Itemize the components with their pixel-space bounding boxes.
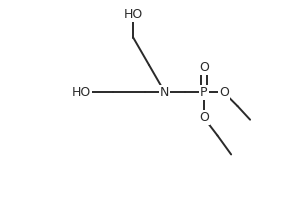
Text: O: O <box>199 111 209 124</box>
Text: HO: HO <box>72 86 91 99</box>
Text: O: O <box>219 86 229 99</box>
Text: O: O <box>199 61 209 74</box>
Text: P: P <box>200 86 207 99</box>
Text: N: N <box>160 86 170 99</box>
Text: HO: HO <box>124 8 143 21</box>
